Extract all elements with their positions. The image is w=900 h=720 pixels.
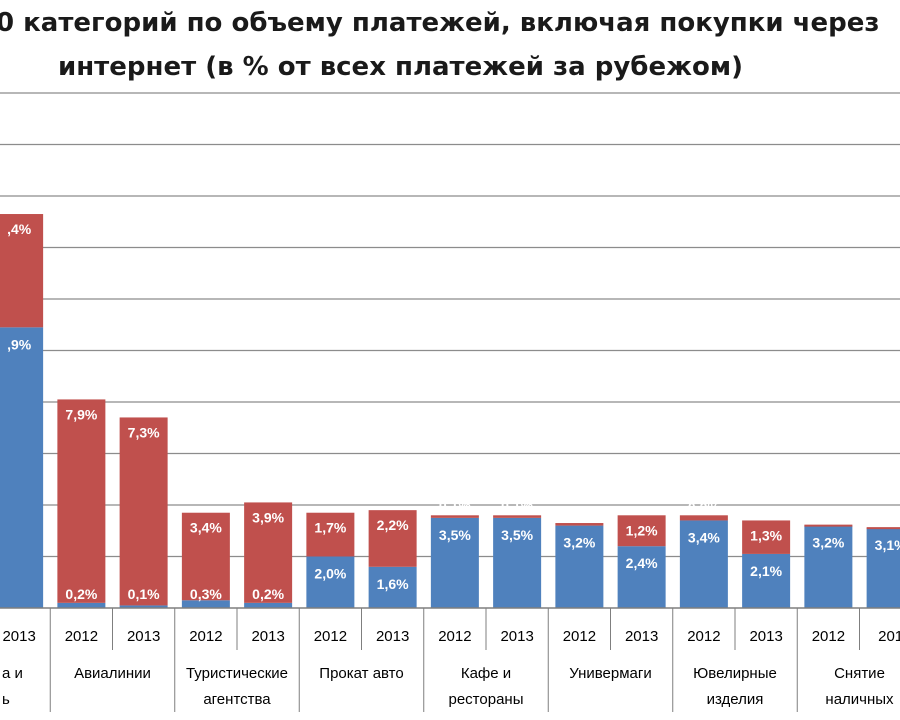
bar-segment-red bbox=[617, 515, 666, 547]
data-label: 0,1% bbox=[128, 586, 160, 602]
data-label: 0,0% bbox=[875, 507, 900, 523]
data-label: 0,1% bbox=[501, 497, 533, 513]
category-label-line: Авиалинии bbox=[74, 665, 151, 682]
bar-segment-red bbox=[119, 417, 168, 606]
data-label: 3,2% bbox=[812, 535, 844, 551]
data-label: 0,1% bbox=[439, 497, 471, 513]
category-label-line: наличных bbox=[825, 691, 894, 708]
category-label-line: Снятие bbox=[834, 665, 885, 682]
data-label: 3,5% bbox=[439, 527, 471, 543]
bar-segment-red bbox=[181, 512, 230, 601]
category-label: Авиалинии bbox=[74, 665, 151, 682]
tick-label: 2012 bbox=[65, 628, 98, 645]
bar-segment-blue bbox=[181, 600, 230, 608]
data-label: 2,2% bbox=[377, 517, 409, 533]
tick-label: 2013 bbox=[500, 628, 533, 645]
category-label-line: рестораны bbox=[449, 691, 524, 708]
data-label: 2,4% bbox=[626, 555, 658, 571]
category-label: Ювелирные изделия bbox=[693, 665, 777, 708]
tick-label: 201 bbox=[878, 628, 900, 645]
bar-segment-blue bbox=[0, 327, 44, 608]
category-label-line: Кафе и bbox=[461, 665, 511, 682]
tick-label: 2013 bbox=[2, 628, 35, 645]
bar-segment-red bbox=[430, 515, 479, 518]
data-label: 3,1% bbox=[875, 537, 900, 553]
tick-label: 2012 bbox=[812, 628, 845, 645]
tick-label: 2013 bbox=[127, 628, 160, 645]
chart-title: 0 категорий по объему платежей, включая … bbox=[0, 0, 900, 92]
bar-segment-blue bbox=[679, 520, 728, 608]
tick-label: 2013 bbox=[376, 628, 409, 645]
bar-segment-red bbox=[368, 510, 417, 567]
data-label: 3,4% bbox=[688, 529, 720, 545]
data-label: ,4% bbox=[7, 221, 32, 237]
data-label: 1,3% bbox=[750, 527, 782, 543]
bar-segment-red bbox=[57, 399, 106, 603]
bar-segment-red bbox=[679, 515, 728, 521]
data-label: 1,7% bbox=[314, 520, 346, 536]
bar-segment-red bbox=[742, 520, 791, 554]
tick-label: 2012 bbox=[687, 628, 720, 645]
category-label: Универмаги bbox=[569, 665, 652, 682]
chart-title-line-2: интернет (в % от всех платежей за рубежо… bbox=[58, 52, 743, 82]
category-label-line: Туристические bbox=[186, 665, 288, 682]
bar-segment-blue bbox=[430, 517, 479, 608]
data-label: ,9% bbox=[7, 336, 32, 352]
bar-segment-blue bbox=[493, 517, 542, 608]
bar-segment-red bbox=[493, 515, 542, 518]
tick-label: 2012 bbox=[563, 628, 596, 645]
data-label: 3,4% bbox=[190, 520, 222, 536]
bar-segment-blue bbox=[866, 528, 900, 608]
tick-label: 2013 bbox=[251, 628, 284, 645]
bar-segment-blue bbox=[742, 553, 791, 608]
bar-segment-blue bbox=[119, 605, 168, 608]
category-label: а и ь bbox=[2, 665, 23, 708]
tick-label: 2013 bbox=[749, 628, 782, 645]
bar-segment-blue bbox=[368, 566, 417, 608]
data-label: 0,2% bbox=[252, 586, 284, 602]
data-label: 7,9% bbox=[65, 406, 97, 422]
data-label: 2,0% bbox=[314, 566, 346, 582]
data-label: 1,2% bbox=[626, 522, 658, 538]
chart-title-line-1: 0 категорий по объему платежей, включая … bbox=[0, 8, 880, 38]
category-label-line: изделия bbox=[707, 691, 764, 708]
bar-segment-blue bbox=[244, 602, 293, 608]
data-label: 0,2% bbox=[688, 499, 720, 515]
bar-segment-blue bbox=[57, 602, 106, 608]
category-label-line: агентства bbox=[203, 691, 271, 708]
data-label: 3,5% bbox=[501, 527, 533, 543]
data-label: 2,1% bbox=[750, 563, 782, 579]
bar-segment-red bbox=[306, 512, 355, 557]
tick-label: 2013 bbox=[625, 628, 658, 645]
data-label: 7,3% bbox=[128, 424, 160, 440]
category-label: Кафе и рестораны bbox=[449, 665, 524, 708]
data-label: 0,1% bbox=[563, 505, 595, 521]
bar-segment-blue bbox=[555, 525, 604, 608]
data-label: 1,6% bbox=[377, 576, 409, 592]
tick-label: 2012 bbox=[189, 628, 222, 645]
bar-segment-blue bbox=[617, 546, 666, 608]
category-label-line: Универмаги bbox=[569, 665, 652, 682]
data-label: 0,3% bbox=[190, 586, 222, 602]
category-label-line: Ювелирные bbox=[693, 665, 777, 682]
tick-label: 2012 bbox=[314, 628, 347, 645]
category-label-line: Прокат авто bbox=[319, 665, 403, 682]
category-label: Прокат авто bbox=[319, 665, 403, 682]
bar-segment-red bbox=[244, 502, 293, 603]
bar-segment-red bbox=[555, 523, 604, 526]
data-label: 3,9% bbox=[252, 509, 284, 525]
bar-segment-blue bbox=[306, 556, 355, 608]
category-label-line: а и bbox=[2, 665, 23, 682]
bar-segment-red bbox=[0, 214, 44, 328]
category-label-line: ь bbox=[2, 691, 10, 708]
category-label: Туристические агентства bbox=[186, 665, 288, 708]
data-label: 0,2% bbox=[65, 586, 97, 602]
data-label: 3,2% bbox=[563, 535, 595, 551]
bar-segment-blue bbox=[804, 525, 853, 608]
data-label: 0,0% bbox=[812, 505, 844, 521]
category-label: Снятие наличных bbox=[825, 665, 894, 708]
tick-label: 2012 bbox=[438, 628, 471, 645]
